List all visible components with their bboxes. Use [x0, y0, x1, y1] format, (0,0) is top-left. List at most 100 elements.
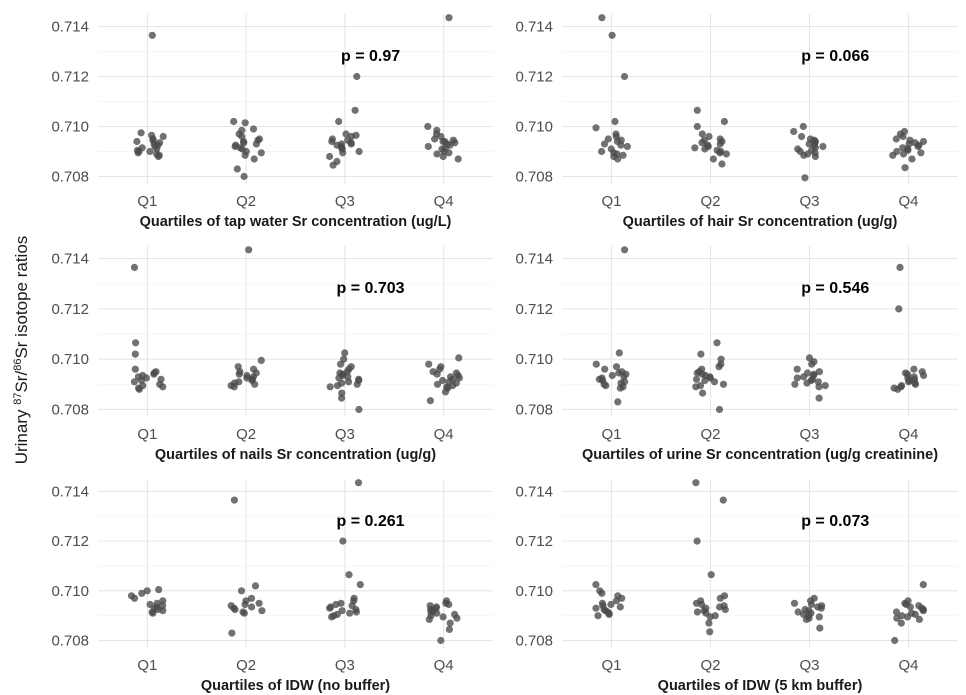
- y-tick-label: 0.710: [515, 351, 553, 368]
- data-point: [134, 149, 142, 157]
- data-point: [240, 172, 248, 181]
- data-point: [623, 142, 632, 151]
- data-point: [347, 140, 355, 148]
- x-tick-label: Q3: [799, 426, 819, 443]
- data-point: [920, 371, 928, 380]
- data-point: [721, 605, 729, 614]
- p-value-annotation: p = 0.261: [337, 513, 405, 530]
- data-point: [908, 155, 916, 163]
- data-point: [240, 609, 248, 617]
- p-value-annotation: p = 0.97: [341, 48, 400, 65]
- x-tick-label: Q2: [700, 426, 720, 443]
- data-point: [453, 614, 461, 622]
- data-point: [251, 380, 259, 388]
- data-point: [611, 117, 619, 126]
- y-tick-label: 0.708: [515, 633, 553, 650]
- data-point: [715, 405, 724, 414]
- data-point: [821, 382, 829, 390]
- x-tick-label: Q1: [601, 657, 621, 674]
- data-point: [901, 164, 909, 172]
- x-tick-label: Q3: [335, 657, 355, 674]
- y-tick-label: 0.710: [51, 583, 89, 600]
- data-point: [815, 394, 823, 402]
- data-point: [150, 370, 158, 378]
- data-point: [159, 383, 167, 391]
- y-axis-label-sup2: 86: [12, 359, 24, 371]
- x-tick-label: Q4: [434, 193, 454, 210]
- data-point: [614, 155, 622, 163]
- data-point: [815, 383, 823, 391]
- data-point: [892, 135, 900, 143]
- data-point: [230, 496, 238, 504]
- data-point: [258, 607, 266, 615]
- data-point: [137, 129, 145, 137]
- y-tick-label: 0.712: [51, 301, 89, 318]
- data-point: [617, 141, 625, 149]
- data-point: [133, 137, 141, 146]
- data-point: [439, 613, 447, 621]
- data-point: [699, 389, 707, 397]
- x-axis-label: Quartiles of nails Sr concentration (ug/…: [155, 447, 436, 463]
- data-point: [693, 122, 701, 131]
- data-point: [905, 378, 913, 386]
- data-point: [693, 106, 701, 114]
- x-tick-label: Q3: [335, 426, 355, 443]
- data-point: [716, 140, 724, 148]
- data-point: [692, 479, 700, 487]
- x-axis-label: Quartiles of IDW (5 km buffer): [658, 678, 863, 694]
- data-point: [352, 608, 360, 616]
- data-point: [802, 615, 811, 624]
- data-point: [619, 151, 627, 159]
- data-point: [608, 31, 616, 39]
- data-point: [231, 605, 239, 614]
- data-point: [445, 149, 453, 157]
- data-point: [154, 152, 162, 161]
- data-point: [896, 263, 904, 271]
- x-tick-label: Q2: [700, 193, 720, 210]
- data-point: [326, 152, 334, 161]
- data-point: [445, 625, 453, 634]
- y-tick-label: 0.708: [515, 401, 553, 418]
- data-point: [143, 587, 151, 595]
- data-point: [906, 603, 915, 611]
- y-tick-label: 0.710: [515, 119, 553, 136]
- data-point: [706, 613, 714, 621]
- data-point: [899, 132, 907, 141]
- data-point: [337, 360, 345, 368]
- x-tick-label: Q1: [137, 426, 157, 443]
- data-point: [130, 263, 139, 271]
- data-point: [338, 394, 346, 402]
- data-point: [915, 615, 924, 624]
- data-point: [612, 597, 621, 605]
- data-point: [793, 365, 801, 373]
- data-point: [351, 106, 359, 114]
- data-point: [148, 31, 156, 39]
- y-tick-label: 0.714: [51, 19, 89, 36]
- data-point: [249, 125, 258, 133]
- data-point: [692, 375, 701, 383]
- data-point: [240, 139, 248, 147]
- data-point: [247, 594, 256, 602]
- data-point: [600, 140, 609, 148]
- data-point: [697, 350, 705, 358]
- data-point: [326, 604, 334, 612]
- data-point: [598, 147, 606, 156]
- data-point: [807, 600, 816, 609]
- data-point: [230, 383, 238, 391]
- panel-5: 0.708 0.710 0.712 0.714 Q1 Q2 Q3 Q4 p = 0.261 Qua…: [51, 479, 493, 694]
- data-point: [604, 135, 612, 143]
- data-point: [602, 382, 610, 390]
- data-point: [245, 246, 253, 254]
- data-point: [891, 636, 899, 645]
- panel-3: 0.708 0.710 0.712 0.714 Q1 Q2 Q3 Q4 p = 0.703 Qua…: [51, 246, 493, 463]
- x-axis-label: Quartiles of urine Sr concentration (ug/…: [582, 447, 938, 463]
- y-tick-label: 0.714: [51, 251, 89, 268]
- y-axis-label: Urinary 87Sr/86Sr isotope ratios: [12, 236, 31, 465]
- data-point: [917, 149, 925, 157]
- data-point: [433, 370, 441, 378]
- data-point: [605, 610, 613, 619]
- data-point: [592, 360, 600, 368]
- panel-2: 0.708 0.710 0.712 0.714 Q1 Q2 Q3 Q4 p = 0.066 Qua…: [515, 14, 958, 230]
- y-tick-label: 0.708: [51, 633, 89, 650]
- x-axis-label: Quartiles of hair Sr concentration (ug/g…: [623, 214, 898, 230]
